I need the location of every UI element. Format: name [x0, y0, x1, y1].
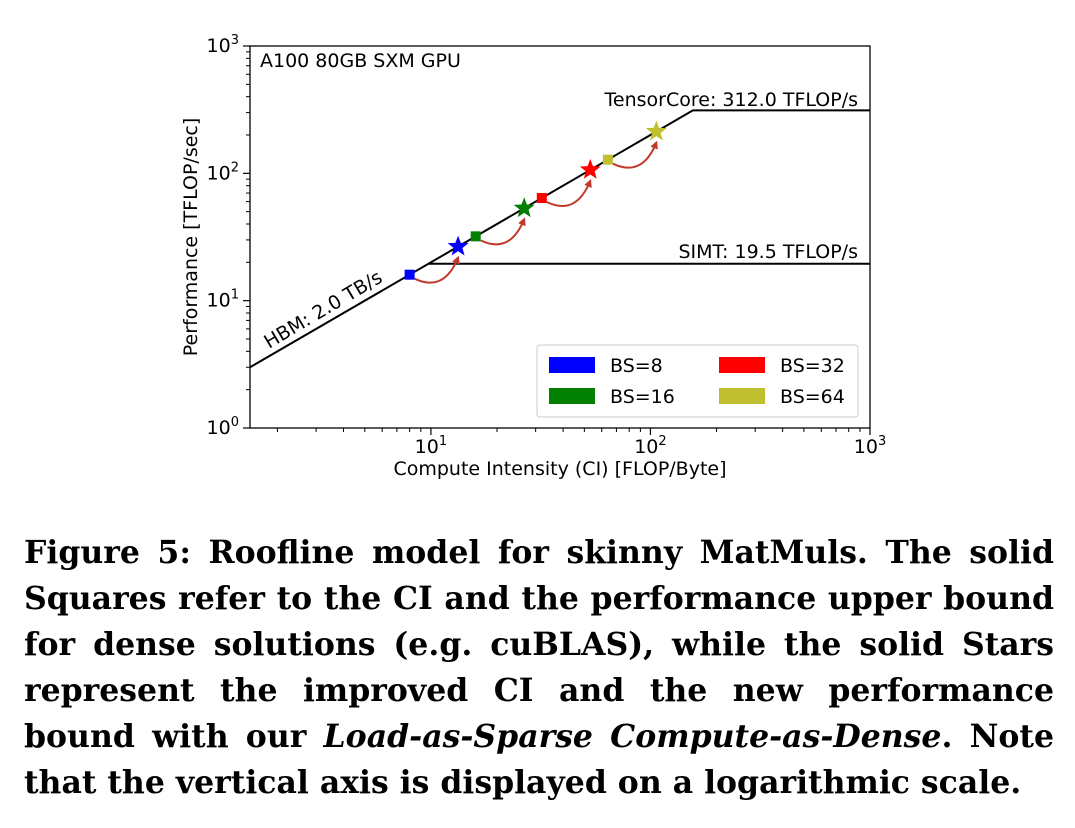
improvement-arrow [414, 255, 460, 284]
tensorcore-roofline [249, 109, 870, 369]
improvement-arrows [414, 140, 658, 284]
legend-label-bs8: BS=8 [610, 355, 663, 377]
x-tick-label: 103 [854, 434, 886, 458]
x-tick-label: 102 [634, 434, 666, 458]
legend-frame [536, 344, 859, 418]
sparse-star-marker [645, 120, 667, 141]
tick-marks [243, 45, 871, 435]
dense-square-marker [602, 154, 613, 165]
legend: BS=8 BS=32 BS=16 BS=64 [536, 344, 859, 418]
sparse-star-marker [513, 197, 535, 218]
tensorcore-label: TensorCore: 312.0 TFLOP/s [604, 89, 858, 111]
legend-swatch-bs32 [719, 357, 765, 373]
legend-label-bs64: BS=64 [780, 386, 845, 408]
plot-frame [249, 45, 871, 429]
simt-label: SIMT: 19.5 TFLOP/s [678, 241, 858, 263]
dense-square-marker [404, 269, 415, 280]
y-tick-label: 100 [207, 415, 239, 439]
sparse-star-marker [579, 158, 601, 179]
y-tick-label: 103 [207, 33, 239, 57]
legend-label-bs32: BS=32 [780, 355, 845, 377]
caption-text-end: . Note that the vertical axis is display… [24, 718, 1055, 801]
y-tick-label: 101 [207, 288, 239, 312]
dense-square-marker [470, 231, 481, 242]
figure-caption: Figure 5: Roofline model for skinny MatM… [24, 530, 1054, 806]
plot-subtitle: A100 80GB SXM GPU [260, 50, 461, 72]
y-axis-label: Performance [TFLOP/sec] [180, 118, 202, 357]
tick-labels: 101 102 103 100 101 102 103 [207, 33, 887, 458]
improvement-arrow [546, 179, 592, 207]
improvement-arrow [480, 217, 526, 246]
roofline-lines [249, 109, 870, 369]
legend-swatch-bs8 [549, 357, 595, 373]
hbm-label: HBM: 2.0 TB/s [260, 266, 386, 353]
dense-square-marker [536, 193, 547, 204]
x-tick-label: 101 [415, 434, 447, 458]
legend-swatch-bs64 [719, 388, 765, 404]
caption-text: Figure 5: Roofline model for skinny MatM… [24, 534, 1054, 755]
legend-label-bs16: BS=16 [610, 386, 675, 408]
legend-swatch-bs16 [549, 388, 595, 404]
data-markers [404, 120, 667, 280]
sparse-star-marker [447, 235, 469, 256]
improvement-arrow [612, 140, 658, 169]
caption-method-name: Load-as-Sparse Compute-as-Dense [323, 718, 942, 755]
y-tick-label: 102 [207, 160, 239, 184]
x-axis-label: Compute Intensity (CI) [FLOP/Byte] [393, 458, 726, 480]
